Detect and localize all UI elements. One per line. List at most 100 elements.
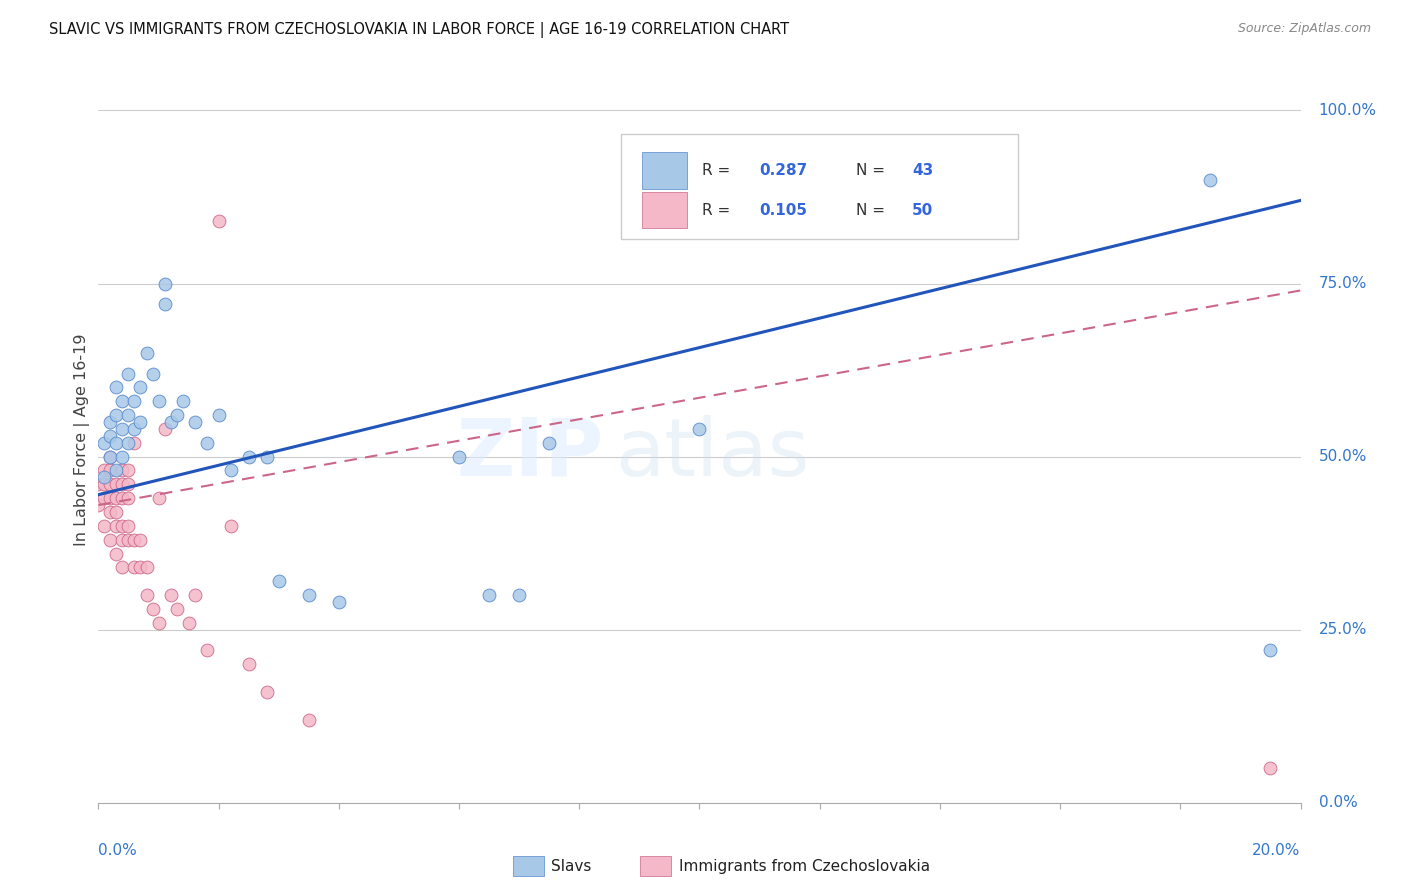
Point [129, 415, 152, 429]
Point [135, 345, 157, 359]
Point [117, 491, 139, 505]
Text: 50.0%: 50.0% [1319, 449, 1367, 464]
Text: 100.0%: 100.0% [1319, 103, 1376, 118]
Point [195, 435, 218, 450]
Point [105, 505, 128, 519]
Text: 75.0%: 75.0% [1319, 276, 1367, 291]
Point [93, 477, 115, 491]
Point [688, 422, 710, 436]
Point [135, 560, 157, 574]
Point [298, 588, 321, 602]
Point [117, 367, 139, 381]
Point [208, 408, 231, 422]
Point [117, 533, 139, 547]
Point [1260, 643, 1282, 657]
Text: Source: ZipAtlas.com: Source: ZipAtlas.com [1237, 22, 1371, 36]
Text: SLAVIC VS IMMIGRANTS FROM CZECHOSLOVAKIA IN LABOR FORCE | AGE 16-19 CORRELATION : SLAVIC VS IMMIGRANTS FROM CZECHOSLOVAKIA… [49, 22, 789, 38]
Point [238, 450, 260, 464]
Point [195, 643, 218, 657]
Text: N =: N = [856, 202, 890, 218]
Point [508, 588, 530, 602]
Point [219, 519, 242, 533]
Point [105, 435, 128, 450]
Text: 20.0%: 20.0% [1253, 843, 1301, 858]
Point [219, 463, 242, 477]
Point [124, 435, 146, 450]
Point [111, 394, 134, 409]
Point [105, 519, 128, 533]
Point [111, 491, 134, 505]
FancyBboxPatch shape [621, 134, 1018, 239]
FancyBboxPatch shape [641, 153, 688, 188]
Y-axis label: In Labor Force | Age 16-19: In Labor Force | Age 16-19 [75, 333, 90, 546]
Point [100, 477, 122, 491]
Text: 43: 43 [912, 163, 934, 178]
Point [105, 408, 128, 422]
Point [256, 685, 278, 699]
Text: Immigrants from Czechoslovakia: Immigrants from Czechoslovakia [679, 859, 931, 873]
Point [124, 394, 146, 409]
Point [100, 415, 122, 429]
Point [105, 477, 128, 491]
Text: R =: R = [702, 163, 735, 178]
Text: 0.0%: 0.0% [1319, 796, 1357, 810]
Point [93, 470, 115, 484]
Point [129, 533, 152, 547]
Point [124, 422, 146, 436]
Point [538, 435, 561, 450]
Point [87, 498, 110, 512]
Text: 25.0%: 25.0% [1319, 623, 1367, 637]
Point [153, 277, 176, 291]
Point [328, 595, 350, 609]
Point [117, 435, 139, 450]
Point [111, 533, 134, 547]
Point [124, 533, 146, 547]
Text: atlas: atlas [616, 415, 810, 493]
Point [124, 560, 146, 574]
Point [100, 463, 122, 477]
Point [111, 477, 134, 491]
Point [148, 491, 170, 505]
Text: N =: N = [856, 163, 890, 178]
Point [93, 435, 115, 450]
Point [159, 588, 181, 602]
Point [100, 505, 122, 519]
Point [117, 519, 139, 533]
Point [100, 450, 122, 464]
Text: 0.105: 0.105 [759, 202, 807, 218]
Point [172, 394, 194, 409]
Point [183, 588, 205, 602]
Point [111, 463, 134, 477]
Point [166, 602, 188, 616]
Point [111, 560, 134, 574]
Point [153, 422, 176, 436]
Point [105, 463, 128, 477]
Point [141, 602, 163, 616]
Point [153, 297, 176, 311]
Point [111, 519, 134, 533]
Point [100, 450, 122, 464]
Point [298, 713, 321, 727]
FancyBboxPatch shape [641, 192, 688, 228]
Text: Slavs: Slavs [551, 859, 592, 873]
Point [100, 533, 122, 547]
Point [117, 463, 139, 477]
Point [1199, 172, 1222, 186]
Point [148, 394, 170, 409]
Point [141, 367, 163, 381]
Point [478, 588, 501, 602]
Point [93, 519, 115, 533]
Point [148, 615, 170, 630]
Text: 0.287: 0.287 [759, 163, 808, 178]
Point [447, 450, 470, 464]
Point [105, 547, 128, 561]
Point [117, 477, 139, 491]
Text: ZIP: ZIP [456, 415, 603, 493]
Text: 50: 50 [912, 202, 934, 218]
Point [166, 408, 188, 422]
Point [1260, 761, 1282, 775]
Point [100, 429, 122, 443]
Point [105, 380, 128, 394]
Point [177, 615, 200, 630]
Text: R =: R = [702, 202, 735, 218]
